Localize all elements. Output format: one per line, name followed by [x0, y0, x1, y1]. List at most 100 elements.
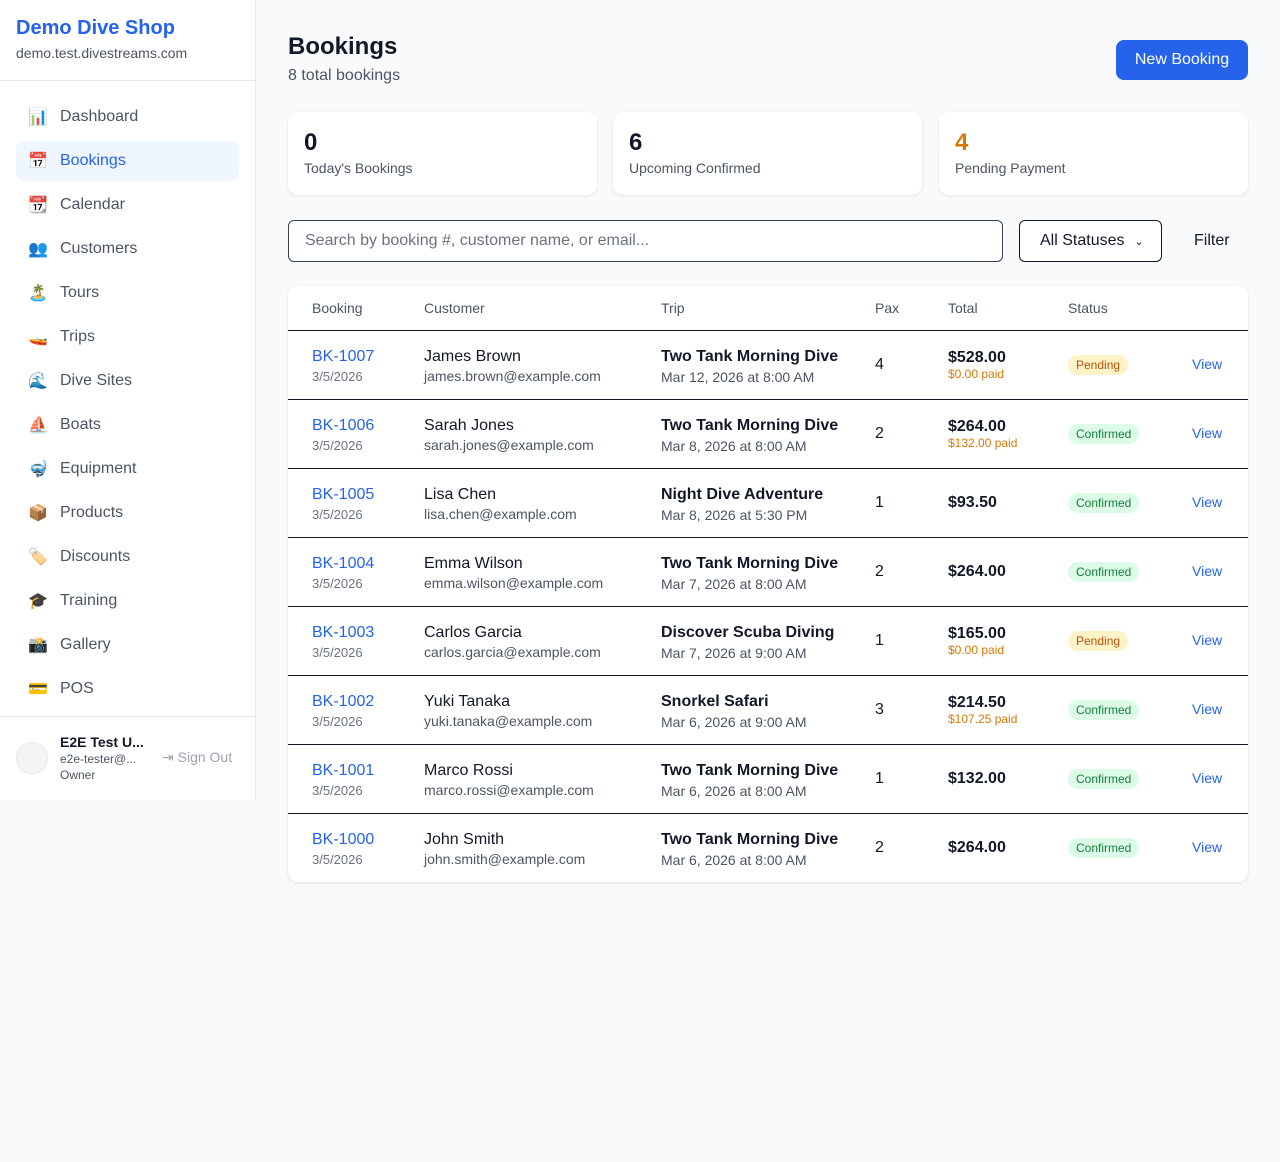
filter-button[interactable]: Filter	[1194, 232, 1230, 249]
view-link[interactable]: View	[1192, 562, 1223, 579]
nav-label[interactable]: Equipment	[60, 460, 137, 477]
nav-item[interactable]: 🚤 Trips	[16, 317, 239, 357]
column-header: Status	[1044, 286, 1168, 331]
nav-item[interactable]: 🌊 Dive Sites	[16, 361, 239, 401]
booking-number[interactable]: BK-1005	[312, 486, 375, 503]
booking-number[interactable]: BK-1000	[312, 831, 375, 848]
paid-amount: $0.00 paid	[948, 642, 1005, 657]
nav-label[interactable]: Tours	[60, 284, 100, 301]
nav-item[interactable]: 💳 POS	[16, 669, 239, 709]
trip-cell: Discover Scuba Diving Mar 7, 2026 at 9:00…	[637, 606, 851, 676]
booking-date: 3/5/2026	[312, 714, 363, 729]
trip-name: Two Tank Morning Dive	[661, 830, 839, 848]
column-header: Total	[924, 286, 1044, 331]
nav-item[interactable]: 🏷️ Discounts	[16, 537, 239, 577]
customer-cell: Carlos Garcia carlos.garcia@example.com	[400, 606, 637, 676]
booking-cell: BK-1000 3/5/2026	[288, 813, 400, 882]
booking-number[interactable]: BK-1007	[312, 348, 375, 365]
nav-item[interactable]: 📆 Calendar	[16, 185, 239, 225]
sidebar: Demo Dive Shop demo.test.divestreams.com…	[0, 0, 256, 800]
nav-label[interactable]: Training	[60, 592, 118, 609]
booking-cell: BK-1004 3/5/2026	[288, 537, 400, 607]
nav-item[interactable]: 🎓 Training	[16, 581, 239, 621]
paid-amount: $132.00 paid	[948, 435, 1018, 450]
total-cell: $93.50	[924, 468, 1044, 538]
nav-icon: 📸	[28, 637, 48, 654]
nav-label[interactable]: Calendar	[60, 196, 125, 213]
nav-label[interactable]: Customers	[60, 240, 138, 257]
booking-number[interactable]: BK-1006	[312, 417, 375, 434]
nav-icon: 👥	[28, 241, 48, 258]
new-booking-button[interactable]: New Booking	[1116, 40, 1248, 80]
booking-number[interactable]: BK-1003	[312, 624, 375, 641]
customer-cell: James Brown james.brown@example.com	[400, 330, 637, 400]
status-badge: Confirmed	[1068, 768, 1140, 789]
trip-time: Mar 7, 2026 at 9:00 AM	[661, 644, 807, 661]
trip-name: Night Dive Adventure	[661, 485, 824, 503]
customer-email: john.smith@example.com	[424, 850, 586, 867]
nav-label[interactable]: Dashboard	[60, 108, 139, 125]
pax: 1	[851, 606, 924, 676]
booking-number[interactable]: BK-1001	[312, 762, 375, 779]
nav-icon: 📊	[28, 109, 48, 126]
nav-item[interactable]: 📦 Products	[16, 493, 239, 533]
sign-out[interactable]: ⇥ Sign Out	[162, 749, 233, 765]
search-input[interactable]: Search by booking #, customer name, or e…	[288, 220, 1003, 262]
booking-number[interactable]: BK-1002	[312, 693, 375, 710]
nav-item[interactable]: 📊 Dashboard	[16, 97, 239, 137]
nav-icon: ⛵	[28, 417, 48, 434]
total: $528.00	[948, 348, 1006, 366]
stat-label: Pending Payment	[955, 160, 1066, 176]
status-select[interactable]: All Statuses ⌄	[1019, 220, 1162, 262]
view-link[interactable]: View	[1192, 493, 1223, 510]
booking-row: BK-1003 3/5/2026 Carlos Garcia carlos.garci…	[288, 606, 1248, 676]
nav-icon: 💳	[28, 681, 48, 698]
sign-out-label[interactable]: Sign Out	[177, 749, 233, 765]
chevron: ⌄	[1134, 235, 1144, 248]
booking-row: BK-1006 3/5/2026 Sarah Jones sarah.jones@ex…	[288, 399, 1248, 469]
view-link[interactable]: View	[1192, 838, 1223, 855]
customer-name: James Brown	[424, 347, 521, 365]
customer-email: sarah.jones@example.com	[424, 436, 594, 453]
total-cell: $214.50 $107.25 paid	[924, 675, 1044, 745]
shop-domain: demo.test.divestreams.com	[16, 45, 188, 61]
page-title: Bookings	[288, 33, 398, 60]
nav-item[interactable]: 👥 Customers	[16, 229, 239, 269]
total: $264.00	[948, 562, 1006, 580]
view-link[interactable]: View	[1192, 424, 1223, 441]
nav-label[interactable]: Discounts	[60, 548, 131, 565]
nav-label[interactable]: Gallery	[60, 636, 111, 653]
action-cell: View	[1168, 468, 1248, 538]
booking-cell: BK-1003 3/5/2026	[288, 606, 400, 676]
nav-label[interactable]: Products	[60, 504, 124, 521]
pax: 2	[851, 537, 924, 607]
view-link[interactable]: View	[1192, 700, 1223, 717]
nav-item[interactable]: ⛵ Boats	[16, 405, 239, 445]
nav-label[interactable]: Bookings	[60, 152, 126, 169]
nav-icon: 🚤	[28, 329, 48, 346]
view-link[interactable]: View	[1192, 769, 1223, 786]
nav-label[interactable]: Dive Sites	[60, 372, 133, 389]
trip-cell: Two Tank Morning Dive Mar 12, 2026 at 8:0…	[637, 330, 851, 400]
nav-item[interactable]: 🏝️ Tours	[16, 273, 239, 313]
booking-date: 3/5/2026	[312, 507, 363, 522]
trip-name: Discover Scuba Diving	[661, 623, 835, 641]
nav-label[interactable]: Trips	[60, 328, 95, 345]
search-placeholder: Search by booking #, customer name, or e…	[305, 232, 650, 249]
status-badge: Confirmed	[1068, 492, 1140, 513]
booking-date: 3/5/2026	[312, 783, 363, 798]
nav-item[interactable]: 🤿 Equipment	[16, 449, 239, 489]
nav-icon: 🤿	[28, 461, 48, 478]
booking-number[interactable]: BK-1004	[312, 555, 375, 572]
pax: 1	[851, 468, 924, 538]
view-link[interactable]: View	[1192, 355, 1223, 372]
nav-item[interactable]: 📅 Bookings	[16, 141, 239, 181]
nav-icon: 🏷️	[28, 549, 48, 566]
nav-label[interactable]: POS	[60, 680, 94, 697]
customer-name: Yuki Tanaka	[424, 692, 510, 710]
view-link[interactable]: View	[1192, 631, 1223, 648]
nav-label[interactable]: Boats	[60, 416, 101, 433]
trip-time: Mar 7, 2026 at 8:00 AM	[661, 575, 807, 592]
nav-item[interactable]: 📸 Gallery	[16, 625, 239, 665]
